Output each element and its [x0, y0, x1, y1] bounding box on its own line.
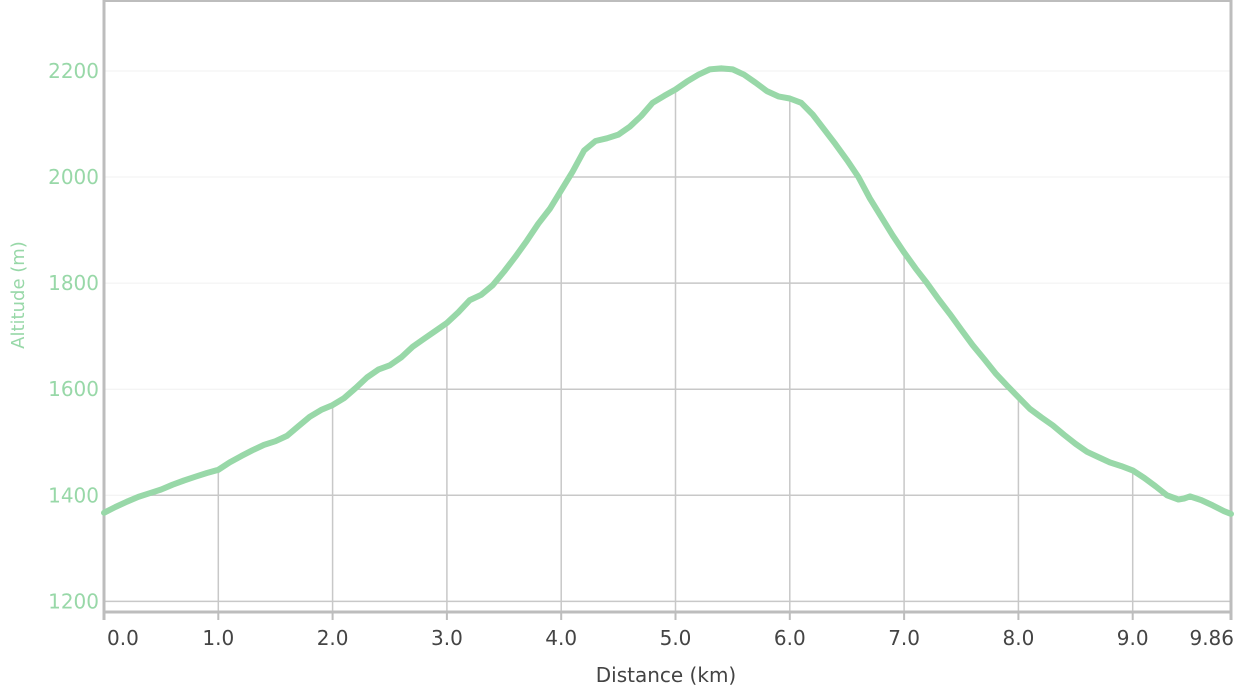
x-axis-label: Distance (km)	[596, 663, 736, 687]
y-tick-label: 2000	[48, 165, 99, 189]
series-layer	[101, 65, 1234, 517]
y-tick-label: 1600	[48, 377, 99, 401]
y-tick-label: 1800	[48, 271, 99, 295]
x-tick-label: 0.0	[107, 626, 139, 650]
x-tick-label: 8.0	[1002, 626, 1034, 650]
x-tick-label: 4.0	[545, 626, 577, 650]
x-tick-label: 1.0	[202, 626, 234, 650]
grid-layer	[104, 70, 1231, 612]
x-tick-label: 6.0	[774, 626, 806, 650]
x-tick-label: 9.0	[1117, 626, 1149, 650]
y-tick-label: 2200	[48, 59, 99, 83]
x-tick-label: 5.0	[660, 626, 692, 650]
y-axis-label: Altitude (m)	[8, 241, 29, 349]
y-tick-label: 1400	[48, 483, 99, 507]
y-tick-label: 1200	[48, 589, 99, 613]
x-tick-label: 7.0	[888, 626, 920, 650]
x-tick-label: 2.0	[317, 626, 349, 650]
x-tick-label: 9.86	[1189, 626, 1234, 650]
altitude-line	[101, 65, 1234, 517]
ticks-layer: 1200 1400 1600 1800 2000 2200 0.0 1.0 2.0 3.0 4.0 5…	[48, 59, 1234, 650]
x-tick-label: 3.0	[431, 626, 463, 650]
